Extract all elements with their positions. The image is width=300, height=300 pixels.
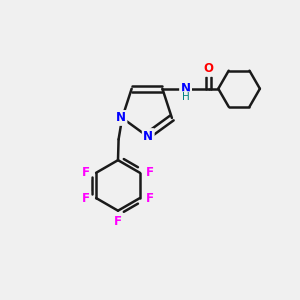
Text: N: N (181, 82, 190, 94)
Text: F: F (114, 214, 122, 228)
Text: H: H (182, 92, 190, 102)
Text: F: F (146, 192, 154, 205)
Text: F: F (146, 166, 154, 179)
Text: N: N (116, 112, 126, 124)
Text: F: F (82, 166, 90, 179)
Text: N: N (143, 130, 153, 142)
Text: F: F (82, 192, 90, 205)
Text: O: O (204, 62, 214, 75)
